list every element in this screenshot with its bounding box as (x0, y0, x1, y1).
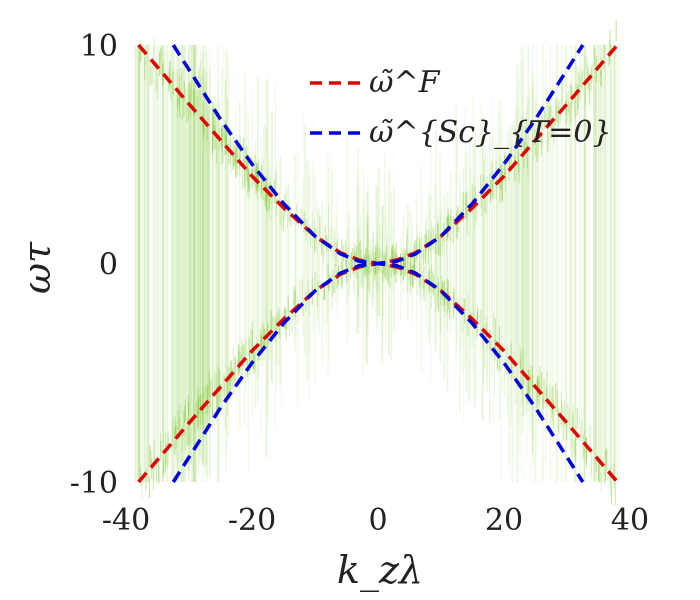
y-tick-label: -10 (70, 466, 118, 501)
legend: ω̃^F ω̃^{Sc}_{T=0} (310, 65, 612, 150)
x-axis-label: k_zλ (337, 548, 423, 593)
x-tick-label: 40 (611, 503, 649, 538)
y-tick-label: 10 (80, 29, 118, 64)
x-tick-label: -40 (102, 503, 150, 538)
legend-label: ω̃^{Sc}_{T=0} (369, 115, 612, 150)
x-tick-label: -20 (228, 503, 276, 538)
y-tick-label: 0 (99, 248, 118, 283)
dispersion-curves (137, 43, 619, 484)
spectrum-density (134, 19, 621, 506)
x-tick-label: 20 (485, 503, 523, 538)
legend-label: ω̃^F (369, 65, 441, 100)
x-tick-labels: -40 -20 0 20 40 (102, 503, 649, 538)
series-1-y-lower-line (171, 261, 585, 483)
y-tick-labels: 10 0 -10 (70, 29, 118, 501)
y-axis-label: ωτ (15, 241, 59, 294)
x-tick-label: 0 (368, 503, 387, 538)
